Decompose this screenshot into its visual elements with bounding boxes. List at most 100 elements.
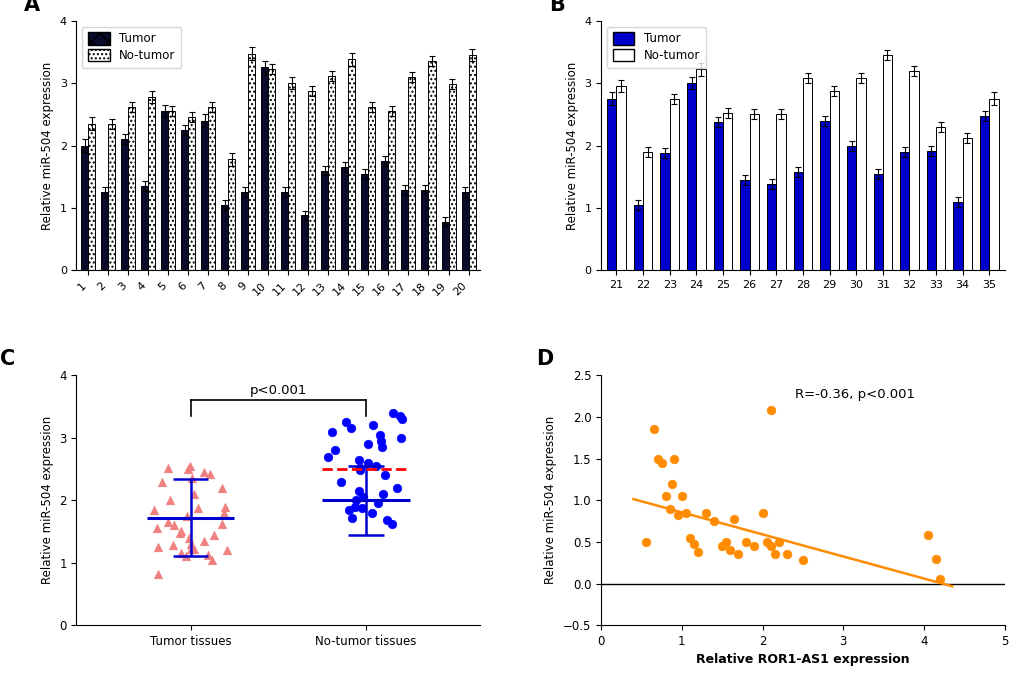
Point (355, 492, 371, 503)
Bar (268, 69, 275, 271)
Point (215, 507, 231, 518)
Bar (408, 77, 415, 271)
Point (150, 568, 166, 579)
Bar (308, 91, 315, 271)
Bar (855, 78, 865, 271)
Point (681, 532, 697, 543)
Point (777, 549, 794, 560)
Point (340, 504, 357, 515)
Point (352, 462, 368, 473)
Bar (261, 67, 268, 271)
Point (677, 507, 693, 518)
Y-axis label: Relative miR-504 expression: Relative miR-504 expression (41, 61, 54, 229)
Bar (201, 120, 208, 271)
Point (383, 519, 399, 530)
Bar (242, 192, 248, 271)
Point (219, 545, 235, 556)
Point (160, 517, 176, 528)
Bar (187, 117, 195, 271)
Point (181, 460, 198, 471)
Bar (696, 69, 705, 271)
Point (717, 537, 734, 548)
Legend: Tumor, No-tumor: Tumor, No-tumor (606, 27, 705, 68)
Point (149, 541, 165, 552)
Bar (248, 54, 255, 271)
Point (337, 417, 354, 428)
Bar (819, 120, 828, 271)
Point (931, 574, 948, 585)
Bar (101, 192, 108, 271)
Bar (882, 55, 892, 271)
Point (159, 462, 175, 473)
Bar (421, 190, 428, 271)
Text: D: D (536, 350, 553, 370)
Text: C: C (0, 350, 15, 370)
Bar (687, 83, 696, 271)
Y-axis label: Relative miR-504 expression: Relative miR-504 expression (41, 416, 54, 585)
Point (351, 486, 367, 497)
Bar (288, 83, 296, 271)
Point (185, 488, 202, 499)
Point (360, 458, 376, 469)
Text: A: A (24, 0, 40, 14)
Point (730, 549, 746, 560)
Bar (321, 170, 328, 271)
Point (347, 495, 364, 506)
Bar (828, 91, 838, 271)
Point (161, 495, 177, 506)
Bar (899, 152, 909, 271)
Point (196, 535, 212, 546)
Point (392, 432, 409, 443)
Point (665, 453, 682, 464)
Bar (428, 61, 435, 271)
Bar (348, 59, 355, 271)
Point (372, 429, 388, 440)
Bar (909, 71, 918, 271)
Bar (301, 216, 308, 271)
X-axis label: Relative ROR1-AS1 expression: Relative ROR1-AS1 expression (695, 653, 909, 666)
Bar (121, 139, 128, 271)
Point (637, 537, 653, 548)
Point (217, 501, 233, 512)
Point (343, 513, 360, 523)
Bar (88, 124, 95, 271)
Bar (181, 130, 187, 271)
Point (794, 554, 810, 565)
Point (182, 543, 199, 554)
Y-axis label: Relative miR-504 expression: Relative miR-504 expression (566, 61, 578, 229)
Point (384, 407, 400, 418)
Point (149, 523, 165, 534)
Bar (461, 192, 468, 271)
Point (661, 503, 678, 514)
Bar (161, 111, 168, 271)
Point (389, 482, 406, 493)
Bar (468, 55, 475, 271)
Point (319, 451, 335, 462)
Bar (749, 114, 758, 271)
Point (164, 540, 180, 551)
Point (713, 541, 730, 552)
Point (370, 498, 386, 509)
Point (374, 488, 390, 499)
Point (326, 444, 342, 455)
Bar (368, 106, 375, 271)
Bar (441, 222, 448, 271)
Point (204, 554, 220, 565)
Bar (802, 78, 811, 271)
Bar (935, 127, 945, 271)
Point (649, 453, 665, 464)
Bar (401, 190, 408, 271)
Bar (615, 86, 626, 271)
Bar (775, 114, 785, 271)
Point (738, 537, 754, 548)
Bar (872, 174, 882, 271)
Point (190, 502, 206, 513)
Bar (128, 106, 135, 271)
Bar (388, 111, 395, 271)
Point (182, 539, 199, 550)
Bar (722, 113, 732, 271)
Point (184, 473, 201, 484)
Point (333, 476, 350, 487)
Point (762, 405, 779, 416)
Point (172, 548, 189, 559)
